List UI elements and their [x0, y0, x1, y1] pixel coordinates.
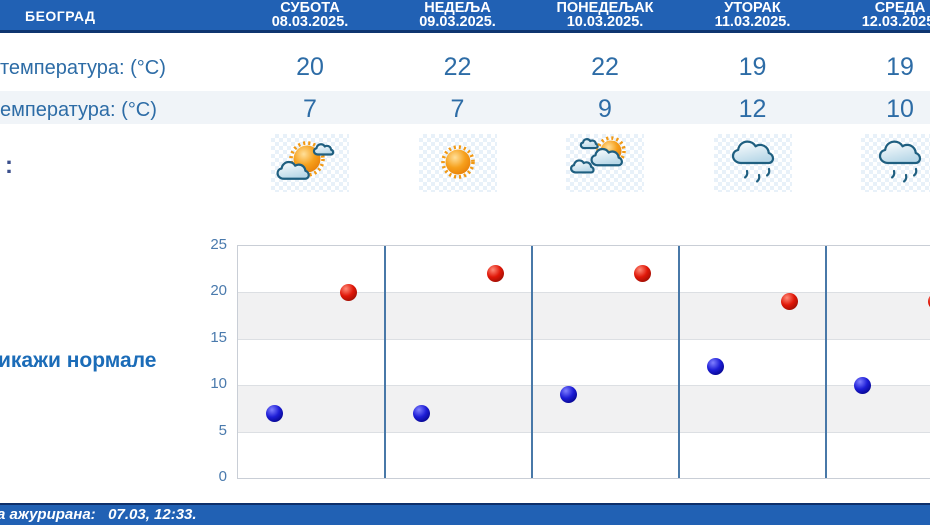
max-temp-value: 19: [738, 53, 767, 81]
min-temp-value: 7: [450, 95, 465, 123]
y-axis-tick-label: 10: [210, 375, 227, 393]
y-axis-tick-label: 25: [210, 236, 227, 253]
min-temp-value: 12: [738, 95, 767, 123]
day-date: 10.03.2025.: [566, 14, 644, 30]
day-name: УТОРАК: [724, 0, 781, 16]
weather-row-label: :: [5, 152, 13, 179]
chart-gridline: [238, 431, 930, 433]
max-temp-point: [633, 265, 651, 283]
max-temp-point: [339, 283, 357, 301]
day-date: 11.03.2025.: [714, 14, 791, 30]
chart-gridline: [238, 292, 930, 294]
chart-day-separator: [531, 246, 533, 478]
y-axis-tick-label: 15: [210, 328, 227, 346]
max-temp-value: 20: [296, 53, 324, 81]
partly-cloudy-icon: [271, 134, 349, 192]
day-date: 09.03.2025.: [419, 14, 496, 30]
forecast-updated-text: а ажурирана: 07.03, 12:33.: [0, 506, 197, 523]
chart-day-separator: [825, 246, 827, 478]
day-date: 08.03.2025.: [271, 14, 349, 30]
min-temp-point: [854, 376, 872, 394]
max-temp-value: 19: [886, 53, 914, 81]
day-name: СУБОТА: [280, 0, 340, 16]
min-temp-row-label: емпература: (°C): [0, 99, 157, 121]
show-normals-link[interactable]: икажи нормале: [0, 349, 157, 372]
chart-gridline: [238, 385, 930, 387]
max-temp-point: [486, 265, 504, 283]
temperature-chart: [237, 245, 930, 479]
day-date: 12.03.2025.: [861, 14, 930, 30]
chart-band: [238, 292, 930, 339]
rain-icon: [861, 134, 930, 192]
rain-icon: [713, 134, 792, 192]
max-temp-point: [780, 293, 798, 311]
max-temp-row-label: температура: (°C): [0, 57, 166, 79]
min-temp-value: 9: [598, 95, 612, 123]
max-temp-value: 22: [591, 53, 619, 81]
city-label: БЕОГРАД: [25, 8, 96, 24]
min-temp-point: [413, 404, 431, 422]
day-name: НЕДЕЉА: [424, 0, 491, 16]
day-column-4: УТОРАК 11.03.2025.: [680, 0, 826, 30]
chart-day-separator: [384, 246, 386, 478]
min-temp-point: [266, 404, 284, 422]
min-temp-point: [560, 385, 578, 403]
day-column-3: ПОНЕДЕЉАК 10.03.2025.: [532, 0, 678, 30]
day-column-2: НЕДЕЉА 09.03.2025.: [385, 0, 531, 30]
min-temp-row-band: [0, 91, 930, 124]
chart-band: [238, 385, 930, 432]
min-temp-value: 10: [886, 95, 914, 123]
min-temp-point: [707, 358, 725, 376]
min-temp-value: 7: [303, 95, 317, 123]
y-axis-tick-label: 20: [210, 282, 227, 300]
day-name: ПОНЕДЕЉАК: [556, 0, 654, 16]
day-column-1: СУБОТА 08.03.2025.: [237, 0, 383, 30]
day-name: СРЕДА: [874, 0, 926, 16]
footer-bar: а ажурирана: 07.03, 12:33.: [0, 503, 930, 525]
y-axis-tick-label: 5: [218, 421, 227, 439]
header-bar: БЕОГРАД СУБОТА 08.03.2025. НЕДЕЉА 09.03.202…: [0, 0, 930, 33]
max-temp-value: 22: [443, 53, 472, 81]
sunny-icon: [418, 134, 497, 192]
mostly-cloudy-icon: [566, 134, 644, 192]
chart-gridline: [238, 338, 930, 340]
y-axis-tick-label: 0: [218, 468, 227, 485]
max-temp-point: [927, 293, 930, 311]
chart-day-separator: [678, 246, 680, 478]
